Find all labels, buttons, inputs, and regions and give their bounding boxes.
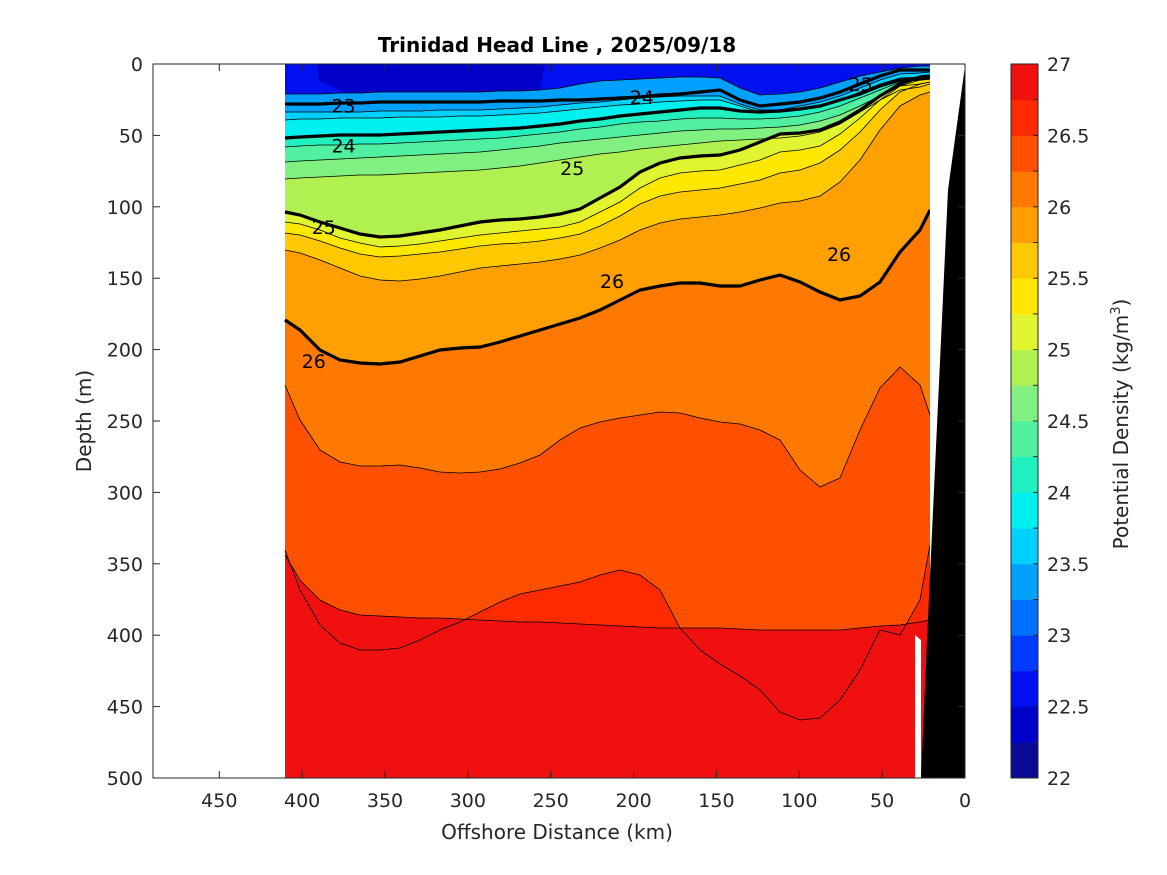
band-surface-patch — [318, 64, 545, 97]
band-surface-patch-2 — [720, 64, 765, 82]
nearshore-white-strip — [915, 635, 921, 778]
x-tick-label: 450 — [201, 790, 237, 812]
colorbar-swatch — [1011, 742, 1038, 779]
x-tick-label: 200 — [615, 790, 651, 812]
y-tick-label: 200 — [107, 340, 143, 362]
seafloor — [921, 66, 965, 778]
contour-line — [284, 77, 931, 248]
colorbar-tick-label: 27 — [1047, 54, 1071, 76]
colorbar-swatch — [1011, 528, 1038, 565]
contour-fills — [285, 64, 930, 778]
contour-line — [284, 544, 931, 721]
y-tick-label: 250 — [107, 411, 143, 433]
x-tick-label: 350 — [367, 790, 403, 812]
x-tick-label: 300 — [450, 790, 486, 812]
colorbar-swatch — [1011, 313, 1038, 351]
x-tick-label: 150 — [698, 790, 734, 812]
colorbar-swatch — [1011, 64, 1038, 101]
x-axis-label: Offshore Distance (km) — [441, 820, 673, 844]
contour-line — [284, 81, 931, 163]
colorbar-tick-label: 22.5 — [1047, 697, 1089, 719]
bathymetry — [915, 64, 965, 778]
bold-contour-lines — [284, 68, 932, 366]
bold-contour-line — [284, 76, 931, 140]
y-tick-label: 300 — [107, 482, 143, 504]
x-tick-label: 100 — [781, 790, 817, 812]
contour-line — [284, 78, 931, 148]
x-tick-label: 50 — [870, 790, 894, 812]
colorbar-tick-label: 24.5 — [1047, 411, 1089, 433]
contour-label: 23 — [331, 95, 355, 117]
colorbar-swatch — [1011, 563, 1038, 600]
y-tick-label: 500 — [107, 768, 143, 790]
contour-label: 24 — [331, 135, 355, 157]
colorbar-tick-label: 26.5 — [1047, 125, 1089, 147]
colorbar-swatch — [1011, 456, 1038, 493]
y-tick-label: 100 — [107, 197, 143, 219]
colorbar-swatch — [1011, 171, 1038, 208]
colorbar-tick-label: 25.5 — [1047, 268, 1089, 290]
y-axis-label: Depth (m) — [72, 370, 96, 472]
colorbar-tick-label: 22 — [1047, 768, 1071, 790]
contour-line — [284, 91, 931, 282]
chart-title: Trinidad Head Line , 2025/09/18 — [378, 33, 736, 57]
contour-line — [284, 366, 931, 488]
colorbar-tick-label: 26 — [1047, 197, 1071, 219]
x-axis-ticks: 450 400 350 300 250 200 150 100 50 0 — [201, 64, 971, 812]
contour-label: 25 — [560, 158, 584, 180]
y-tick-label: 0 — [131, 54, 143, 76]
contour-label: 26 — [827, 244, 851, 266]
colorbar-swatch — [1011, 278, 1038, 315]
y-tick-label: 350 — [107, 554, 143, 576]
bold-contour-line — [284, 209, 932, 366]
x-tick-label: 250 — [533, 790, 569, 812]
density-band — [285, 555, 930, 778]
colorbar-tick-label: 24 — [1047, 482, 1071, 504]
bold-contour-line — [285, 68, 930, 108]
colorbar-swatch — [1011, 242, 1038, 279]
contour-label: 24 — [630, 87, 654, 109]
contour-label: 25 — [849, 74, 873, 96]
colorbar-tick-label: 23.5 — [1047, 554, 1089, 576]
colorbar-swatch — [1011, 135, 1038, 172]
x-tick-label: 0 — [959, 790, 971, 812]
contour-labels: 23 24 24 25 25 25 26 26 26 — [302, 74, 873, 373]
colorbar-swatch — [1011, 670, 1038, 708]
contour-line — [284, 81, 931, 258]
contour-line — [284, 554, 931, 631]
colorbar-swatch — [1011, 706, 1038, 743]
colorbar-label: Potential Density (kg/m3) — [1109, 299, 1133, 550]
x-tick-label: 400 — [284, 790, 320, 812]
colorbar-tick-label: 23 — [1047, 625, 1071, 647]
colorbar-swatch — [1011, 421, 1038, 458]
colorbar-swatch — [1011, 492, 1038, 529]
colorbar-swatch — [1011, 635, 1038, 672]
colorbar-swatch — [1011, 385, 1038, 422]
contour-line — [284, 83, 931, 180]
bold-contour-line — [284, 74, 931, 239]
contour-label: 26 — [600, 271, 624, 293]
y-tick-label: 450 — [107, 697, 143, 719]
contour-label: 25 — [312, 217, 336, 239]
contour-line — [285, 65, 930, 96]
contour-line — [285, 71, 931, 113]
colorbar-tick-label: 25 — [1047, 340, 1071, 362]
contour-label: 26 — [302, 351, 326, 373]
colorbar-swatch — [1011, 206, 1038, 243]
y-tick-label: 400 — [107, 625, 143, 647]
y-tick-label: 50 — [119, 125, 143, 147]
colorbar-swatch — [1011, 99, 1038, 136]
colorbar: 22 22.5 23 23.5 24 24.5 25 25.5 26 26.5 27 — [1010, 54, 1089, 790]
colorbar-swatch — [1011, 349, 1038, 386]
colorbar-swatch — [1011, 599, 1038, 636]
y-axis-ticks: 0 50 100 150 200 250 300 350 400 450 500 — [107, 54, 965, 790]
y-tick-label: 150 — [107, 268, 143, 290]
